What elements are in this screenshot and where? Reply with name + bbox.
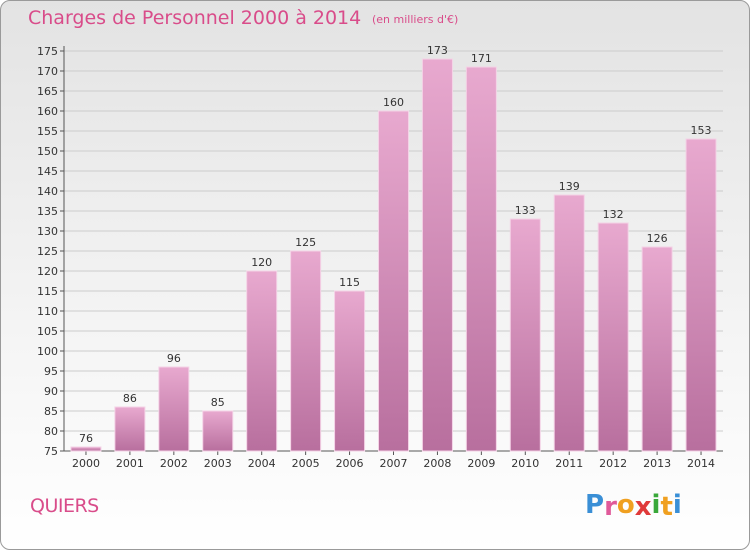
bar-2011: [553, 194, 585, 452]
bar-2006: [334, 290, 366, 452]
x-tick-label-2001: 2001: [116, 457, 144, 470]
y-tick-label: 120: [37, 265, 58, 278]
data-label-2003: 85: [211, 396, 225, 409]
logo-letter: i: [651, 490, 661, 520]
bar-2014: [685, 138, 717, 452]
y-tick-label: 85: [44, 405, 58, 418]
data-label-2000: 76: [79, 432, 93, 445]
x-tick-label-2007: 2007: [380, 457, 408, 470]
y-tick-label: 95: [44, 365, 58, 378]
data-label-2010: 133: [515, 204, 536, 217]
data-label-2008: 173: [427, 44, 448, 57]
y-tick-label: 125: [37, 245, 58, 258]
bar-2010: [509, 218, 541, 452]
data-label-2002: 96: [167, 352, 181, 365]
data-label-2012: 132: [603, 208, 624, 221]
y-tick-label: 130: [37, 225, 58, 238]
bar-2004: [246, 270, 278, 452]
x-tick-label-2014: 2014: [687, 457, 715, 470]
x-tick-label-2011: 2011: [555, 457, 583, 470]
x-tick-label-2009: 2009: [467, 457, 495, 470]
y-tick-label: 175: [37, 45, 58, 58]
y-tick-label: 145: [37, 165, 58, 178]
y-tick-label: 90: [44, 385, 58, 398]
logo-letter: P: [585, 490, 605, 520]
bar-2005: [290, 250, 322, 452]
y-tick-label: 105: [37, 325, 58, 338]
bar-2013: [641, 246, 673, 452]
data-label-2001: 86: [123, 392, 137, 405]
data-label-2005: 125: [295, 236, 316, 249]
logo-letter: i: [672, 490, 682, 520]
y-tick-label: 150: [37, 145, 58, 158]
bar-2009: [465, 66, 497, 452]
logo-letter: x: [634, 492, 652, 522]
x-tick-label-2004: 2004: [248, 457, 276, 470]
x-tick-label-2005: 2005: [292, 457, 320, 470]
y-tick-label: 110: [37, 305, 58, 318]
commune-name: QUIERS: [30, 495, 99, 517]
x-tick-label-2000: 2000: [72, 457, 100, 470]
data-label-2014: 153: [691, 124, 712, 137]
logo-letter: o: [616, 490, 635, 520]
bar-2012: [597, 222, 629, 452]
y-tick-label: 155: [37, 125, 58, 138]
bars: [70, 58, 717, 452]
y-tick-label: 170: [37, 65, 58, 78]
data-label-2013: 126: [647, 232, 668, 245]
y-tick-label: 160: [37, 105, 58, 118]
y-tick-label: 135: [37, 205, 58, 218]
x-tick-label-2012: 2012: [599, 457, 627, 470]
x-tick-label-2006: 2006: [336, 457, 364, 470]
labels: 76 2000 86 2001 96 2002 85 2003 120 2004 125 2005 11…: [72, 44, 715, 470]
data-label-2004: 120: [251, 256, 272, 269]
bar-2003: [202, 410, 234, 452]
y-tick-label: 140: [37, 185, 58, 198]
data-label-2006: 115: [339, 276, 360, 289]
chart-title: Charges de Personnel 2000 à 2014: [28, 7, 362, 29]
x-tick-label-2008: 2008: [423, 457, 451, 470]
data-label-2011: 139: [559, 180, 580, 193]
chart-subtitle: (en milliers d'€): [372, 13, 459, 26]
y-tick-label: 100: [37, 345, 58, 358]
x-tick-label-2010: 2010: [511, 457, 539, 470]
bar-2008: [421, 58, 453, 452]
logo-letter: r: [604, 492, 617, 522]
bar-2001: [114, 406, 146, 452]
data-label-2007: 160: [383, 96, 404, 109]
x-tick-label-2002: 2002: [160, 457, 188, 470]
data-label-2009: 171: [471, 52, 492, 65]
logo-letter: t: [660, 492, 673, 522]
bar-2002: [158, 366, 190, 452]
x-tick-label-2013: 2013: [643, 457, 671, 470]
bar-2007: [378, 110, 409, 452]
bar-2000: [70, 446, 102, 452]
proxiti-logo[interactable]: Proxiti: [585, 490, 682, 522]
x-tick-label-2003: 2003: [204, 457, 232, 470]
y-tick-label: 115: [37, 285, 58, 298]
y-tick-label: 165: [37, 85, 58, 98]
y-tick-label: 80: [44, 425, 58, 438]
y-tick-label: 75: [44, 445, 58, 458]
